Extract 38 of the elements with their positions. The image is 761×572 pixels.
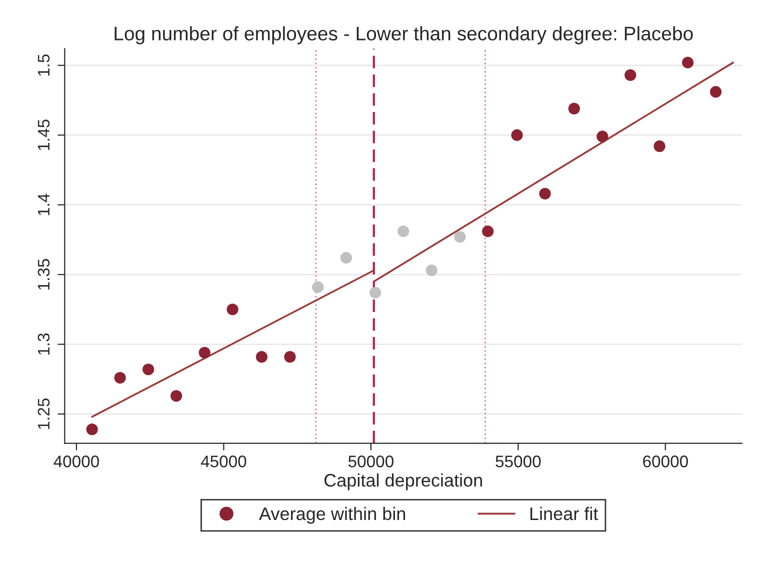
point [256, 351, 268, 363]
point [710, 86, 722, 98]
point [568, 102, 580, 114]
x-tick-label: 40000 [54, 456, 99, 468]
x-tick-label: 50000 [348, 456, 394, 468]
point [142, 364, 154, 376]
y-tick-label: 1.35 [38, 259, 50, 290]
y-tick-label: 1.45 [38, 120, 50, 150]
x-axis-title: Capital depreciation [324, 473, 482, 490]
point [426, 264, 438, 276]
legend-label: Average within bin [259, 506, 406, 524]
point [284, 351, 296, 363]
point [114, 372, 126, 384]
point [340, 252, 352, 264]
y-tick-label: 1.3 [38, 333, 50, 355]
point [539, 188, 551, 200]
point [170, 390, 182, 402]
y-tick-label: 1.4 [38, 194, 50, 216]
point [312, 281, 324, 293]
point [624, 69, 636, 81]
x-tick-label: 45000 [200, 456, 246, 468]
point [682, 56, 694, 68]
y-tick-label: 1.25 [38, 398, 50, 429]
y-tick-label: 1.5 [38, 54, 50, 76]
point [482, 226, 494, 238]
point [86, 424, 98, 436]
point [596, 130, 608, 142]
point [511, 129, 523, 141]
point [454, 231, 466, 243]
point [198, 346, 210, 358]
x-tick-label: 60000 [643, 456, 688, 468]
point [654, 140, 666, 152]
chart-title: Log number of employees - Lower than secondary degree: Placebo [114, 26, 693, 44]
x-tick-label: 55000 [496, 456, 541, 468]
legend-label: Linear fit [530, 506, 598, 520]
point [398, 226, 410, 238]
point [370, 286, 382, 298]
point [226, 304, 238, 316]
